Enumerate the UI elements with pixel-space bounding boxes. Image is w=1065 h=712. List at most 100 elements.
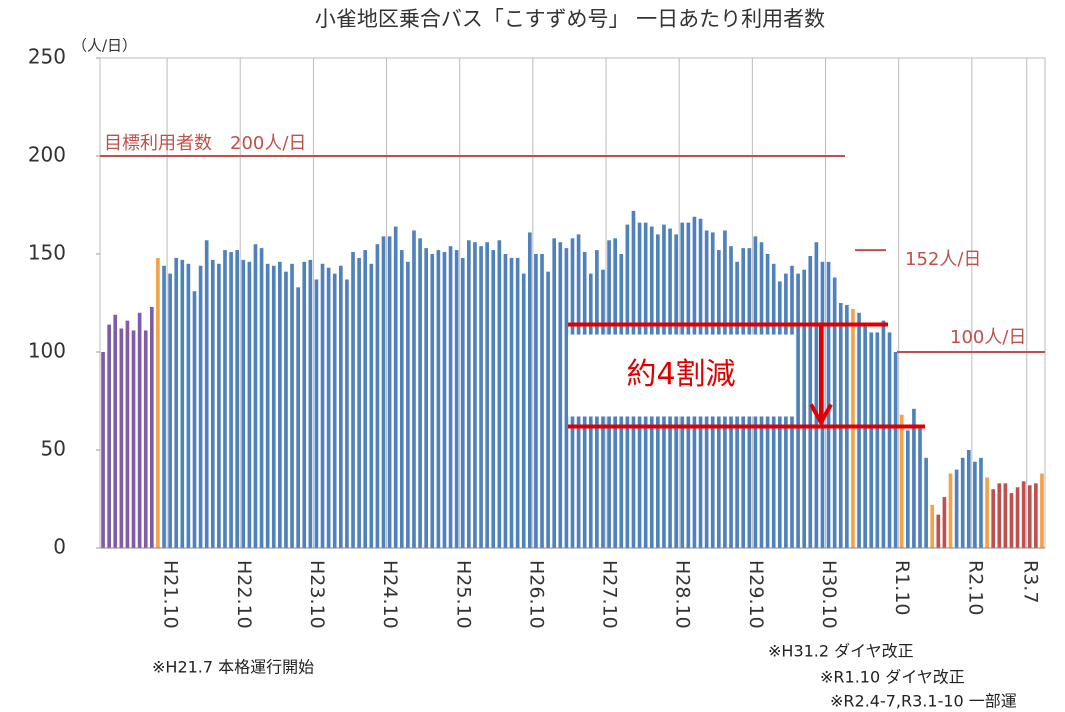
bar bbox=[424, 248, 429, 548]
x-tick-label: H27.10 bbox=[599, 560, 621, 629]
bar bbox=[1040, 473, 1044, 548]
bar bbox=[869, 332, 874, 548]
bar bbox=[552, 238, 557, 548]
bar bbox=[948, 473, 953, 548]
bar bbox=[290, 263, 294, 548]
bar bbox=[241, 259, 246, 548]
bar bbox=[393, 226, 398, 548]
x-tick-label: H28.10 bbox=[672, 560, 694, 629]
bar bbox=[119, 328, 124, 548]
y-tick-label: 0 bbox=[53, 535, 66, 559]
bar bbox=[381, 236, 386, 549]
bar bbox=[217, 263, 221, 548]
bar bbox=[936, 514, 941, 548]
bar bbox=[503, 254, 508, 548]
bar bbox=[253, 244, 258, 548]
bar bbox=[881, 320, 886, 548]
bar bbox=[893, 352, 898, 548]
bar bbox=[875, 332, 880, 548]
bar bbox=[192, 291, 197, 548]
chart-title: 小雀地区乗合バス「こすずめ号」 一日あたり利用者数 bbox=[315, 7, 825, 31]
bar bbox=[454, 250, 459, 548]
bar bbox=[143, 330, 148, 548]
bar bbox=[473, 242, 477, 549]
bar bbox=[351, 252, 355, 549]
bar bbox=[534, 254, 538, 548]
bar bbox=[308, 259, 313, 548]
x-tick-label: H24.10 bbox=[379, 560, 401, 629]
bar bbox=[1009, 493, 1014, 548]
bar bbox=[107, 324, 111, 548]
note: ※H31.2 ダイヤ改正 bbox=[768, 642, 914, 661]
bar bbox=[460, 257, 465, 548]
bar bbox=[125, 320, 130, 548]
bar bbox=[857, 312, 861, 548]
bar bbox=[985, 477, 989, 548]
bar bbox=[363, 250, 368, 548]
note: ※R2.4-7,R3.1-10 一部運 bbox=[830, 692, 1017, 711]
bar bbox=[1034, 483, 1038, 548]
bar bbox=[796, 273, 800, 548]
bar bbox=[418, 238, 422, 548]
level-label: 100人/日 bbox=[950, 327, 1026, 348]
bar bbox=[558, 242, 563, 549]
y-tick-label: 250 bbox=[28, 45, 66, 69]
y-tick-label: 50 bbox=[41, 437, 66, 461]
bar bbox=[235, 250, 240, 548]
bar bbox=[180, 259, 185, 548]
bar bbox=[101, 352, 105, 548]
bar bbox=[314, 279, 319, 548]
y-tick-label: 200 bbox=[28, 143, 66, 167]
bar bbox=[1015, 487, 1020, 548]
bar bbox=[960, 457, 965, 548]
x-tick-label: H21.10 bbox=[160, 560, 182, 629]
bar bbox=[436, 250, 441, 548]
bar bbox=[863, 326, 867, 548]
bar bbox=[814, 242, 819, 549]
bar bbox=[259, 248, 264, 548]
bar bbox=[338, 265, 343, 548]
x-tick-label: H23.10 bbox=[306, 560, 328, 629]
bar bbox=[540, 254, 544, 548]
bar bbox=[899, 414, 904, 548]
bar bbox=[198, 265, 203, 548]
y-unit: （人/日） bbox=[72, 37, 137, 55]
bar bbox=[149, 306, 154, 548]
x-tick-label: R2.10 bbox=[964, 560, 986, 616]
bar bbox=[802, 269, 807, 548]
bar bbox=[399, 250, 404, 548]
x-tick-label: R3.7 bbox=[1019, 560, 1041, 603]
bar bbox=[954, 469, 959, 548]
bar bbox=[229, 252, 233, 549]
bar bbox=[369, 263, 374, 548]
bar bbox=[302, 261, 307, 548]
bar bbox=[210, 259, 215, 548]
bar bbox=[479, 246, 483, 548]
bar bbox=[284, 271, 288, 548]
bar bbox=[973, 461, 977, 548]
y-tick-label: 100 bbox=[28, 339, 66, 363]
x-tick-label: H22.10 bbox=[233, 560, 255, 629]
bar bbox=[223, 250, 227, 548]
note: ※R1.10 ダイヤ改正 bbox=[820, 668, 965, 687]
bar bbox=[1021, 481, 1026, 548]
bar bbox=[905, 430, 910, 548]
bar bbox=[491, 250, 496, 548]
bar bbox=[326, 267, 331, 548]
target-label: 目標利用者数 200人/日 bbox=[104, 133, 306, 154]
bar bbox=[808, 255, 813, 548]
y-tick-label: 150 bbox=[28, 241, 66, 265]
bar bbox=[113, 314, 118, 548]
reduction-label: 約4割減 bbox=[626, 357, 735, 392]
bar bbox=[320, 263, 325, 548]
bar bbox=[485, 242, 489, 549]
bar bbox=[345, 279, 349, 548]
bar bbox=[442, 252, 447, 549]
bar bbox=[265, 263, 270, 548]
bar bbox=[887, 332, 892, 548]
bar bbox=[942, 497, 947, 548]
bar bbox=[156, 257, 160, 548]
x-tick-label: H30.10 bbox=[818, 560, 840, 629]
bar bbox=[131, 330, 136, 548]
